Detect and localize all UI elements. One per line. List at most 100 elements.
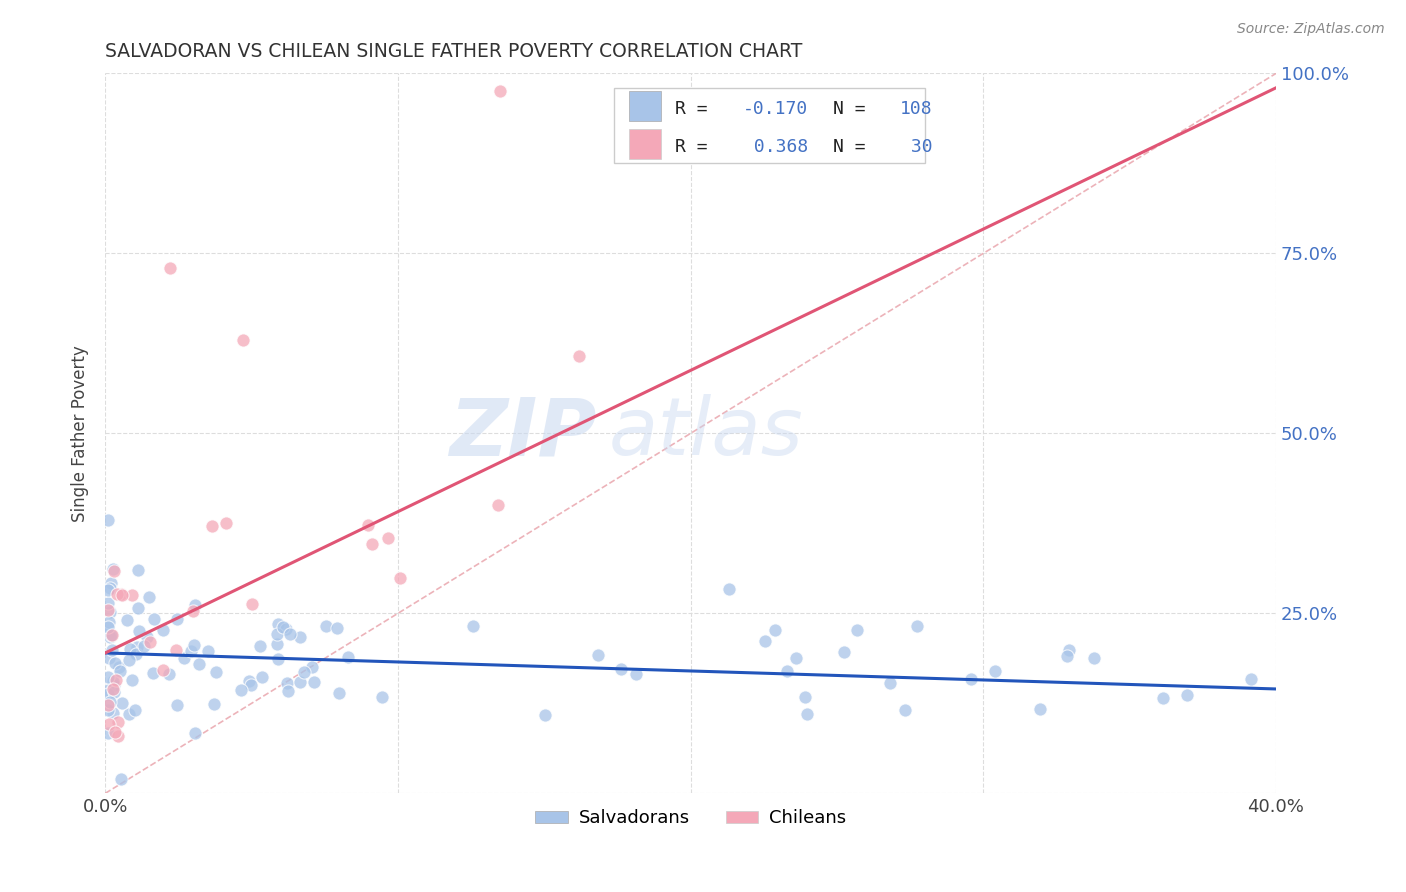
Point — [278, 627, 301, 641]
Point — [152, 663, 174, 677]
Legend: Salvadorans, Chileans: Salvadorans, Chileans — [527, 802, 853, 835]
Point — [97, 687, 120, 701]
Point — [118, 706, 141, 721]
Point — [101, 681, 124, 696]
Point — [138, 635, 160, 649]
Point — [98, 650, 121, 665]
Point — [326, 621, 349, 635]
Text: N =: N = — [834, 137, 877, 156]
Point — [266, 627, 288, 641]
Point — [984, 664, 1007, 678]
Point — [127, 563, 149, 577]
Text: Source: ZipAtlas.com: Source: ZipAtlas.com — [1237, 22, 1385, 37]
Point — [97, 670, 120, 684]
Point — [586, 648, 609, 663]
Point — [152, 623, 174, 637]
Text: N =: N = — [834, 100, 877, 118]
Point — [315, 619, 337, 633]
Point — [357, 518, 380, 533]
Point — [534, 707, 557, 722]
Point — [121, 588, 143, 602]
Point — [103, 564, 125, 578]
Point — [197, 644, 219, 658]
Point — [290, 630, 312, 644]
Point — [97, 726, 120, 740]
Point — [336, 649, 359, 664]
Point — [97, 620, 120, 634]
Point — [754, 633, 776, 648]
Point — [103, 562, 125, 576]
Point — [159, 260, 181, 275]
Point — [181, 604, 204, 618]
Point — [845, 624, 868, 638]
Point — [794, 690, 817, 704]
Point — [135, 630, 157, 644]
Point — [267, 652, 290, 666]
Point — [111, 696, 134, 710]
Point — [461, 618, 484, 632]
Point — [127, 601, 149, 615]
Point — [609, 662, 631, 676]
Point — [240, 678, 263, 692]
Point — [107, 729, 129, 743]
Point — [266, 637, 288, 651]
Point — [98, 582, 121, 596]
Text: ZIP: ZIP — [450, 394, 598, 473]
Point — [97, 682, 120, 697]
Point — [183, 726, 205, 740]
Point — [205, 665, 228, 679]
Point — [229, 682, 252, 697]
Point — [1240, 672, 1263, 686]
Text: R =: R = — [675, 137, 718, 156]
Point — [98, 630, 121, 644]
Point — [120, 641, 142, 656]
Point — [103, 685, 125, 699]
Point — [717, 582, 740, 597]
Point — [893, 703, 915, 717]
Point — [110, 587, 132, 601]
Point — [250, 670, 273, 684]
Point — [166, 698, 188, 712]
Point — [277, 684, 299, 698]
Text: R =: R = — [675, 100, 718, 118]
Point — [100, 695, 122, 709]
Text: -0.170: -0.170 — [744, 100, 808, 118]
Point — [1029, 701, 1052, 715]
Point — [240, 597, 263, 611]
Point — [105, 586, 128, 600]
Point — [100, 628, 122, 642]
Point — [97, 583, 120, 598]
Point — [267, 617, 290, 632]
Point — [879, 676, 901, 690]
Point — [328, 686, 350, 700]
Point — [1056, 648, 1078, 663]
Point — [183, 598, 205, 612]
Point — [290, 675, 312, 690]
Point — [302, 674, 325, 689]
Point — [124, 704, 146, 718]
Point — [103, 677, 125, 691]
Point — [201, 519, 224, 533]
Point — [232, 333, 254, 347]
Point — [100, 643, 122, 657]
Point — [1083, 651, 1105, 665]
Point — [138, 591, 160, 605]
Point — [188, 657, 211, 672]
Point — [97, 603, 120, 617]
Text: 0.368: 0.368 — [744, 137, 808, 156]
FancyBboxPatch shape — [614, 87, 925, 163]
Point — [301, 660, 323, 674]
Point — [486, 498, 509, 512]
Point — [125, 647, 148, 661]
Point — [180, 644, 202, 658]
Point — [108, 659, 131, 673]
Point — [118, 653, 141, 667]
Point — [110, 664, 132, 678]
Point — [127, 640, 149, 654]
Point — [157, 667, 180, 681]
Point — [763, 623, 786, 637]
Point — [785, 650, 807, 665]
Point — [173, 650, 195, 665]
Point — [100, 627, 122, 641]
FancyBboxPatch shape — [628, 91, 661, 121]
